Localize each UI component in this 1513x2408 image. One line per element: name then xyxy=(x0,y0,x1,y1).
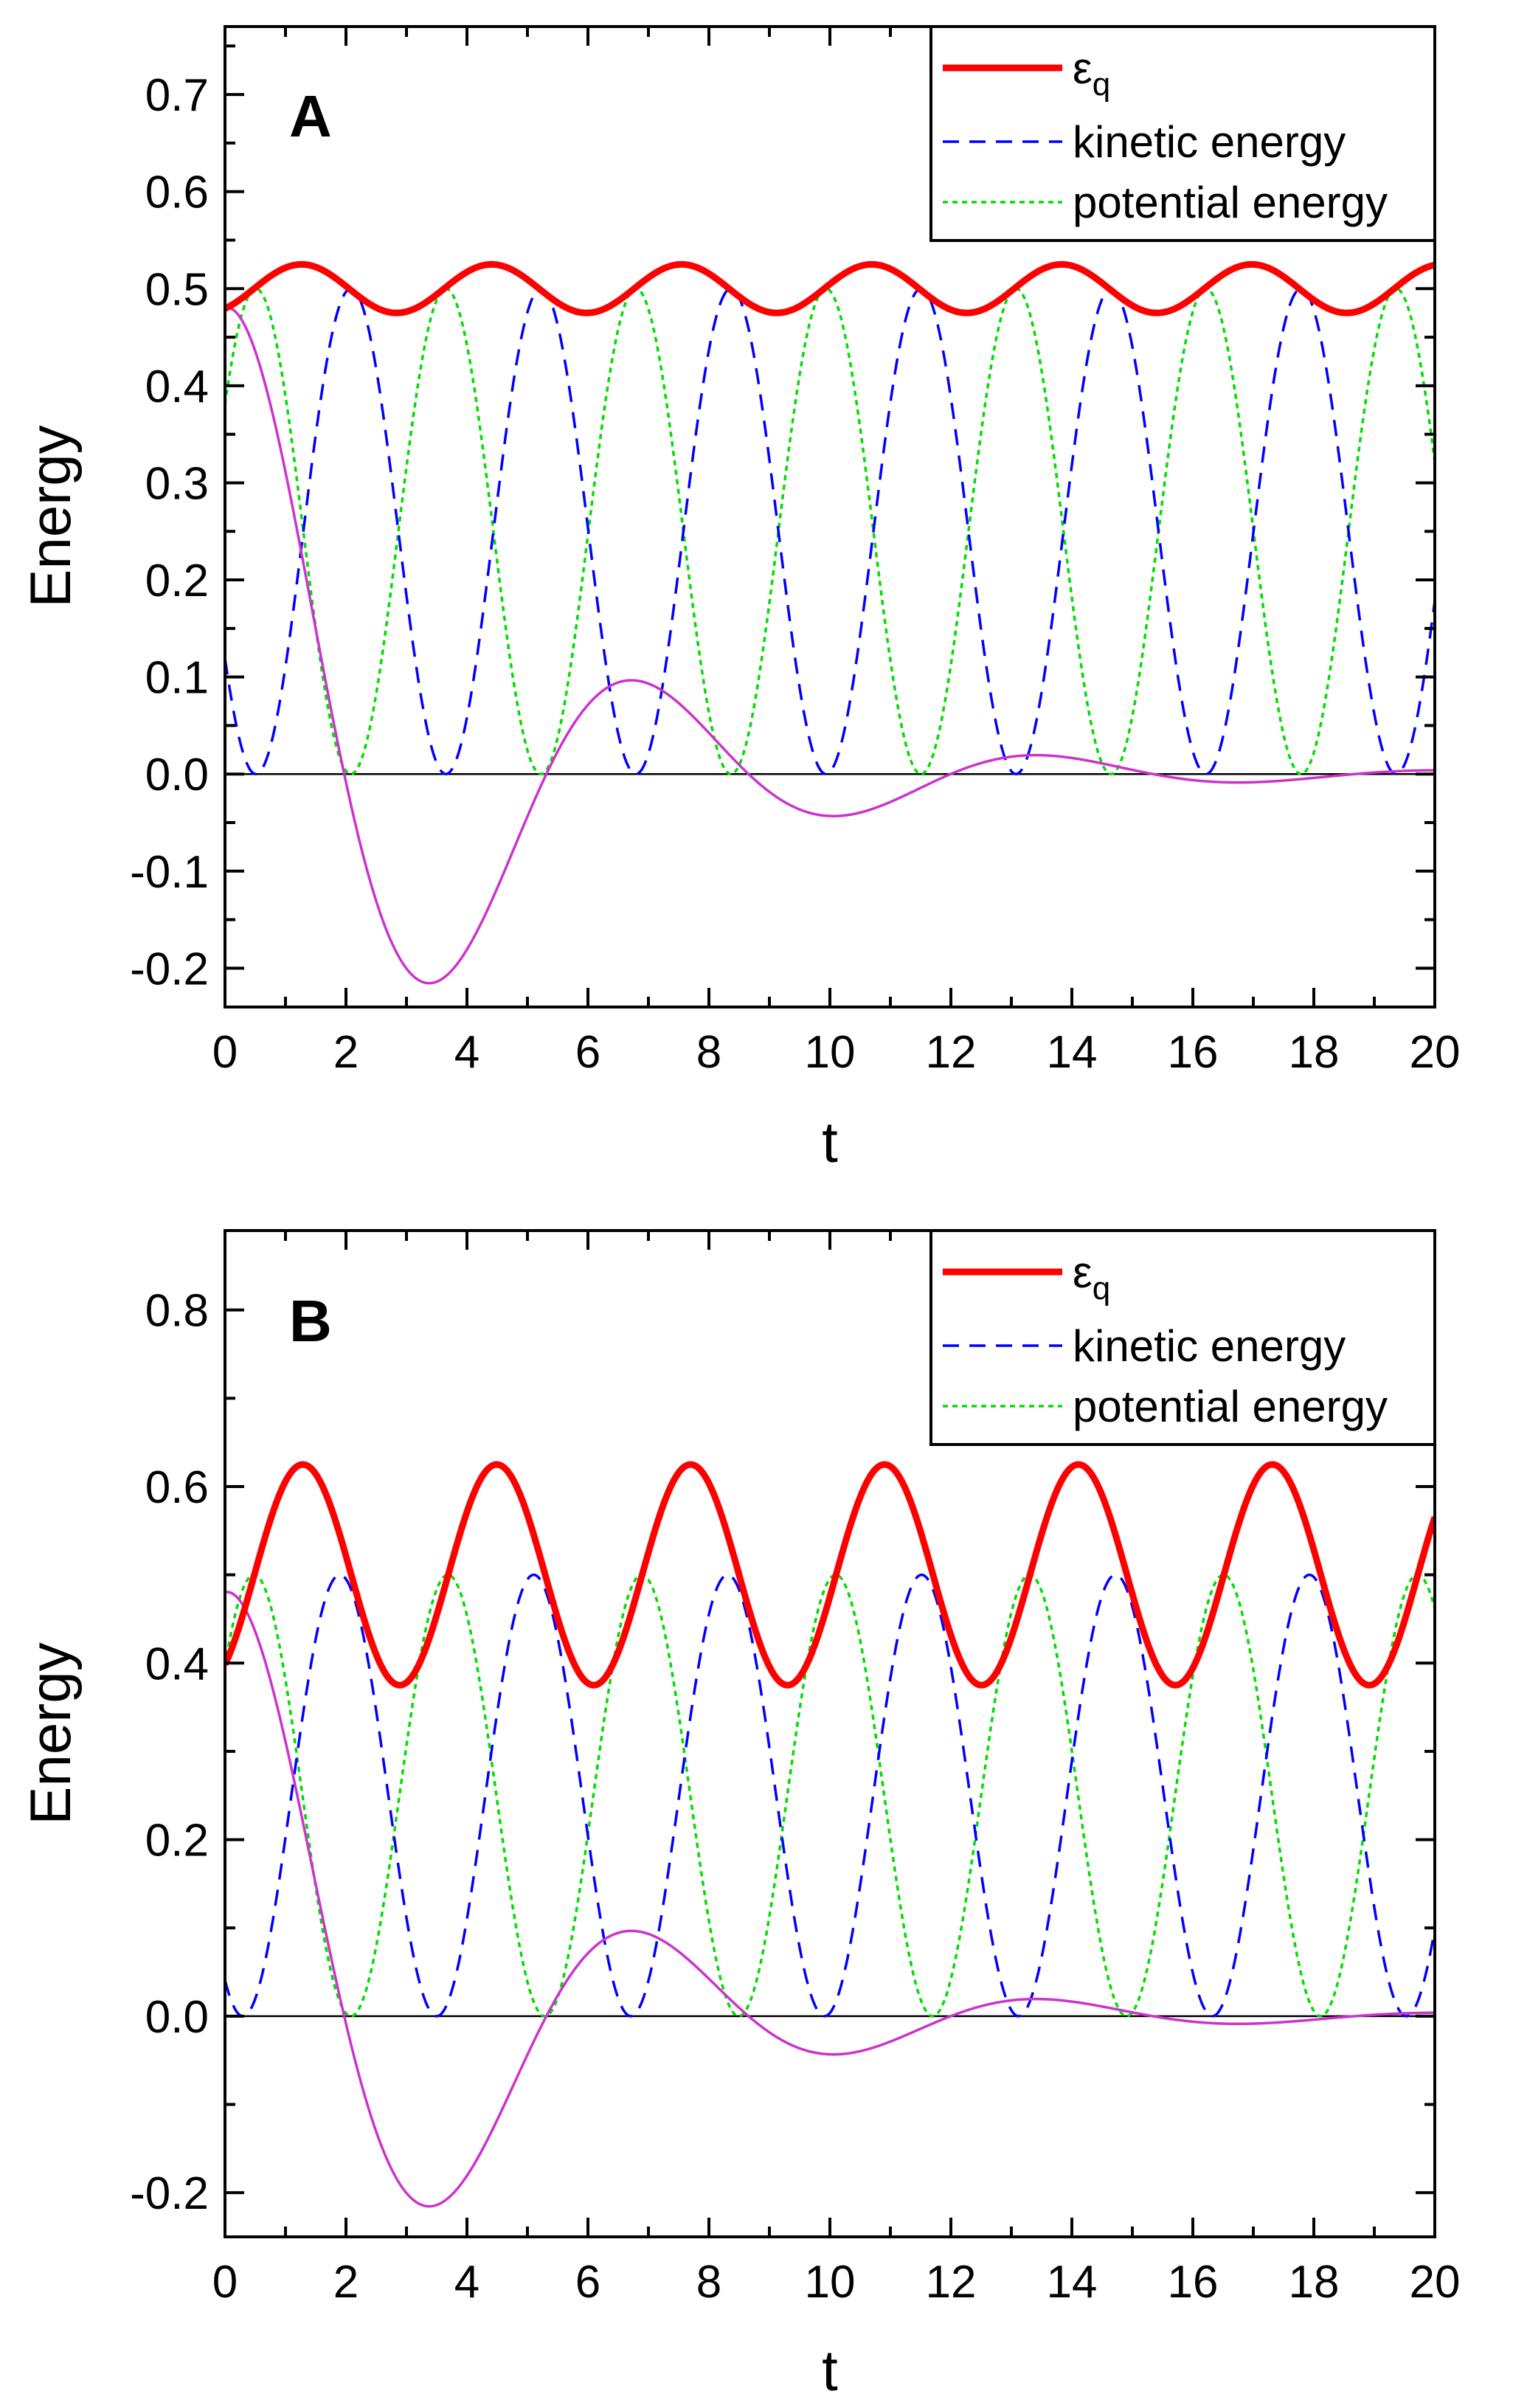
plot-series-group xyxy=(225,1461,1435,2208)
y-tick-label: 0.2 xyxy=(145,1816,209,1866)
y-tick-label: 0.4 xyxy=(145,1639,209,1689)
x-tick-label: 0 xyxy=(212,1027,238,1078)
y-tick-label: 0.0 xyxy=(145,750,209,800)
legend-label-subscript: q xyxy=(1093,66,1110,103)
legend-box xyxy=(929,1229,1436,1446)
y-tick-label: 0.7 xyxy=(145,70,209,121)
x-tick-label: 18 xyxy=(1289,2257,1340,2308)
legend: εq kinetic energy potential energy xyxy=(929,1229,1436,1446)
panel-A: 0 2 4 6 8 10 12 14 16 18 20 -0.2 -0.1 0.0 0.1 0.2 0.3 0.4… xyxy=(18,25,1461,1174)
x-tick-label: 12 xyxy=(926,1027,977,1078)
y-tick-label: -0.2 xyxy=(130,944,209,994)
x-tick-label: 4 xyxy=(454,1027,479,1078)
legend-label: εq xyxy=(1073,1248,1110,1307)
legend-label: potential energy xyxy=(1073,1382,1388,1431)
series-kinetic-energy xyxy=(225,287,1435,775)
x-axis-title: t xyxy=(822,2338,838,2403)
x-tick-label: 18 xyxy=(1289,1027,1340,1078)
x-tick-label: 8 xyxy=(696,1027,721,1078)
legend-box xyxy=(929,25,1436,242)
x-tick-label: 20 xyxy=(1410,1027,1461,1078)
x-tick-label: 16 xyxy=(1168,1027,1219,1078)
y-tick-label: 0.6 xyxy=(145,1462,209,1513)
plot-series-group xyxy=(225,260,1435,985)
series-damped-oscillation xyxy=(225,1591,1435,2208)
y-tick-label: -0.2 xyxy=(130,2168,209,2219)
legend-label-subscript: q xyxy=(1093,1270,1110,1307)
y-tick-label: -0.1 xyxy=(130,847,209,898)
y-tick-label: 0.1 xyxy=(145,653,209,704)
x-tick-label: 6 xyxy=(575,2257,600,2308)
x-tick-label: 14 xyxy=(1047,1027,1098,1078)
series-potential-energy xyxy=(225,1573,1435,2018)
y-tick-label: 0.0 xyxy=(145,1992,209,2043)
y-tick-label: 0.3 xyxy=(145,458,209,509)
x-tick-label: 6 xyxy=(575,1027,600,1078)
x-tick-label: 12 xyxy=(926,2257,977,2308)
x-tick-label: 2 xyxy=(333,2257,359,2308)
legend-label: kinetic energy xyxy=(1073,117,1346,167)
x-tick-label: 10 xyxy=(805,1027,856,1078)
x-tick-label: 2 xyxy=(333,1027,359,1078)
x-tick-label: 14 xyxy=(1047,2257,1098,2308)
y-tick-label: 0.8 xyxy=(145,1286,209,1337)
y-tick-label: 0.5 xyxy=(145,264,209,315)
y-tick-label: 0.2 xyxy=(145,556,209,606)
x-tick-label: 8 xyxy=(696,2257,721,2308)
series-epsilon-q xyxy=(225,1461,1435,1689)
panel-label: B xyxy=(289,1288,332,1354)
series-damped-oscillation xyxy=(225,306,1435,985)
y-tick-label: 0.4 xyxy=(145,361,209,412)
x-tick-label: 4 xyxy=(454,2257,479,2308)
series-kinetic-energy xyxy=(225,1573,1435,2018)
x-axis-title: t xyxy=(822,1110,838,1174)
y-axis-title: Energy xyxy=(18,425,83,607)
x-tick-label: 16 xyxy=(1168,2257,1219,2308)
series-potential-energy xyxy=(225,287,1435,775)
legend-label: kinetic energy xyxy=(1073,1321,1346,1371)
y-tick-label: 0.6 xyxy=(145,167,209,218)
panel-B: 0 2 4 6 8 10 12 14 16 18 20 -0.2 0.0 0.2 0.4 0.6 0.8 t Ene… xyxy=(18,1229,1461,2403)
legend-label: potential energy xyxy=(1073,178,1388,227)
x-tick-label: 10 xyxy=(805,2257,856,2308)
panel-label: A xyxy=(289,83,332,149)
x-tick-label: 0 xyxy=(212,2257,238,2308)
series-epsilon-q xyxy=(225,260,1435,316)
x-tick-label: 20 xyxy=(1410,2257,1461,2308)
y-axis-title: Energy xyxy=(18,1642,83,1824)
